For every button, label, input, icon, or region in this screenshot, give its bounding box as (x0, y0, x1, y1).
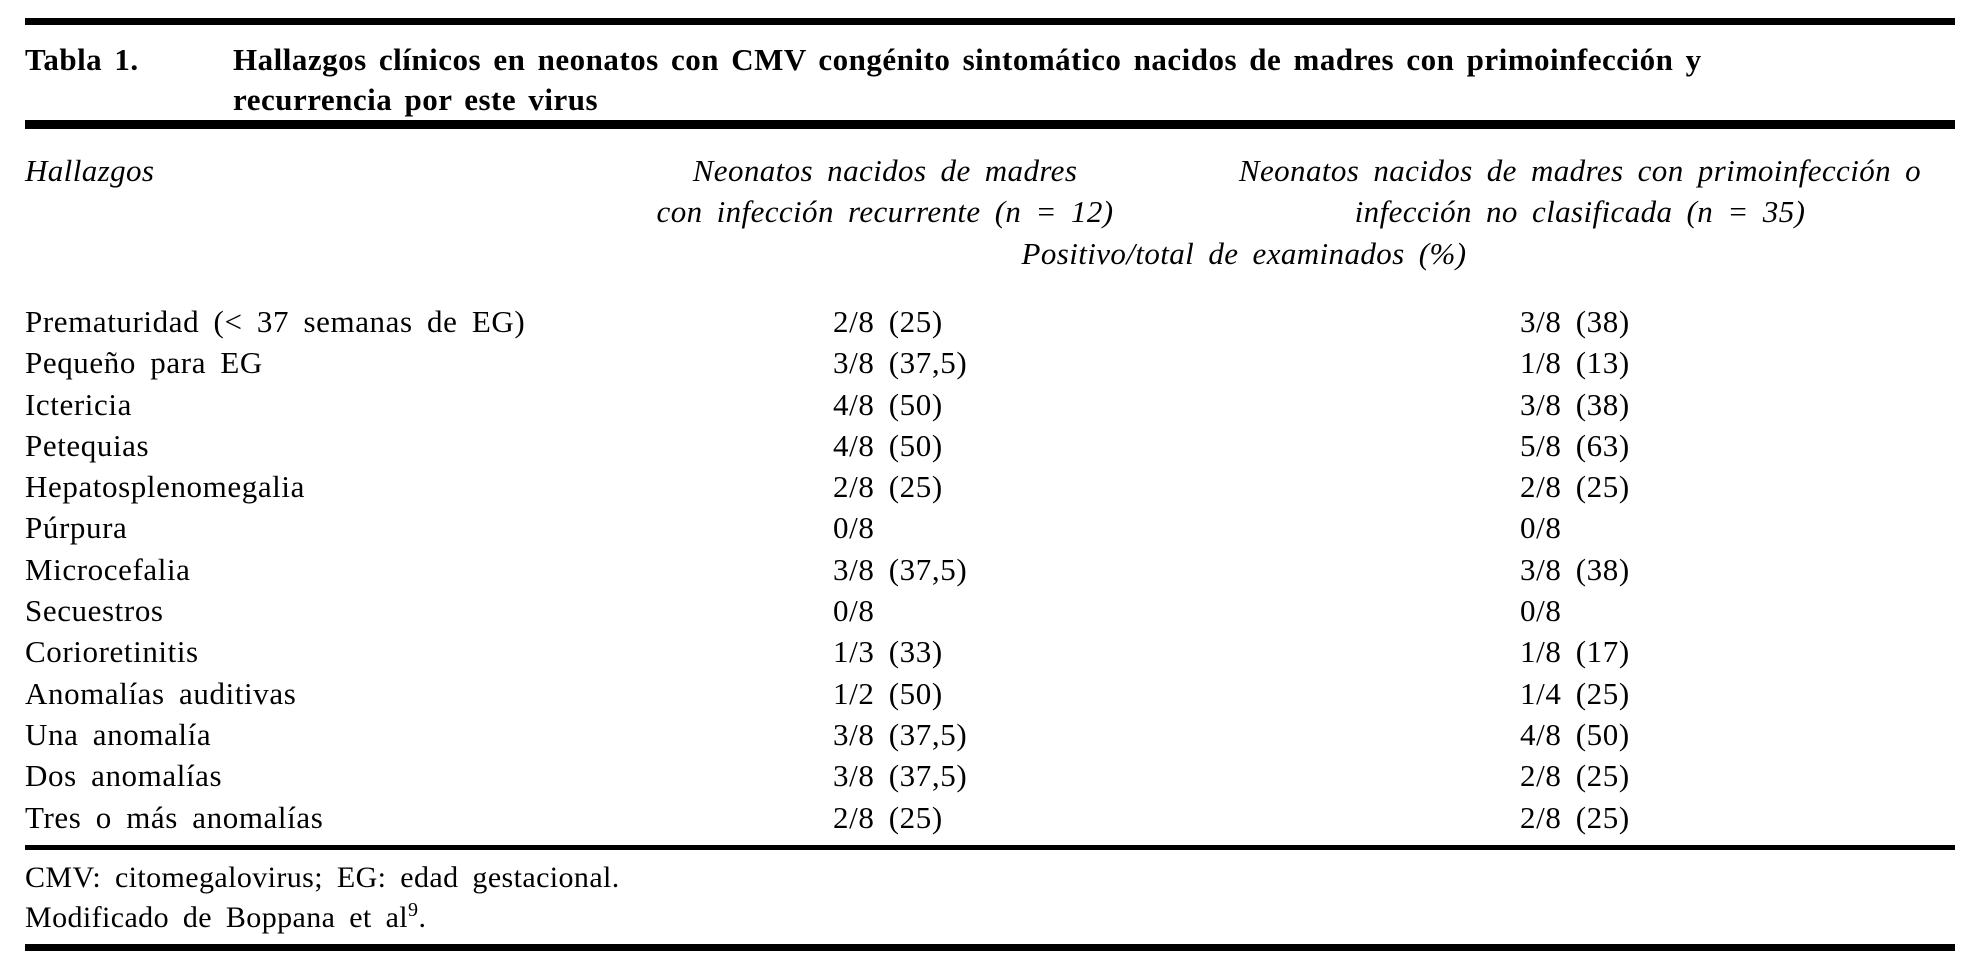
unclassified-value: 1/8 (17) (1520, 634, 1630, 670)
table-row: Una anomalía 3/8 (37,5) 4/8 (50) (25, 714, 1955, 755)
recurrent-value: 1/3 (33) (833, 634, 943, 670)
table-number: Tabla 1. (25, 42, 139, 77)
table-row: Microcefalia 3/8 (37,5) 3/8 (38) (25, 549, 1955, 590)
unclassified-value: 1/4 (25) (1520, 675, 1630, 711)
caption-divider-rule (25, 120, 1955, 129)
finding-label: Ictericia (25, 386, 132, 422)
finding-label: Prematuridad (< 37 semanas de EG) (25, 304, 526, 339)
unclassified-value: 3/8 (38) (1520, 551, 1630, 587)
column-header-recurrent: Neonatos nacidos de madres con infección… (590, 150, 1180, 232)
unclassified-value: 0/8 (1520, 593, 1562, 629)
recurrent-value: 0/8 (833, 593, 875, 629)
recurrent-value: 3/8 (37,5) (833, 716, 968, 752)
column-header-recurrent-line-2: con infección recurrente (n = 12) (656, 194, 1114, 229)
unclassified-value: 2/8 (25) (1520, 799, 1630, 835)
finding-label: Tres o más anomalías (25, 799, 324, 835)
column-header-recurrent-line-1: Neonatos nacidos de madres (692, 153, 1078, 188)
footnote-source: Modificado de Boppana et al9. (25, 899, 427, 935)
recurrent-value: 4/8 (50) (833, 427, 943, 463)
unclassified-value: 2/8 (25) (1520, 758, 1630, 794)
unclassified-value: 2/8 (25) (1520, 469, 1630, 505)
bottom-rule (25, 944, 1955, 951)
table-title: Hallazgos clínicos en neonatos con CMV c… (233, 40, 1702, 120)
recurrent-value: 1/2 (50) (833, 675, 943, 711)
table-row: Pequeño para EG 3/8 (37,5) 1/8 (13) (25, 342, 1955, 383)
recurrent-value: 3/8 (37,5) (833, 345, 968, 381)
table-body: Prematuridad (< 37 semanas de EG) 2/8 (2… (25, 301, 1955, 838)
unclassified-value: 3/8 (38) (1520, 386, 1630, 422)
recurrent-value: 2/8 (25) (833, 304, 943, 339)
column-header-findings: Hallazgos (25, 153, 155, 188)
table-row: Hepatosplenomegalia 2/8 (25) 2/8 (25) (25, 466, 1955, 507)
body-footnote-divider-rule (25, 845, 1955, 850)
finding-label: Dos anomalías (25, 758, 223, 794)
footnote-source-reference-number: 9 (408, 899, 419, 921)
finding-label: Hepatosplenomegalia (25, 469, 305, 505)
unclassified-value: 4/8 (50) (1520, 716, 1630, 752)
table-title-line-1: Hallazgos clínicos en neonatos con CMV c… (233, 42, 1702, 77)
recurrent-value: 2/8 (25) (833, 799, 943, 835)
footnote-source-text: Modificado de Boppana et al (25, 901, 409, 934)
top-rule (25, 18, 1955, 25)
table-row: Petequias 4/8 (50) 5/8 (63) (25, 425, 1955, 466)
table-row: Secuestros 0/8 0/8 (25, 590, 1955, 631)
finding-label: Anomalías auditivas (25, 675, 297, 711)
unclassified-value: 1/8 (13) (1520, 345, 1630, 381)
unclassified-value: 0/8 (1520, 510, 1562, 546)
recurrent-value: 3/8 (37,5) (833, 758, 968, 794)
finding-label: Corioretinitis (25, 634, 199, 670)
table-row: Púrpura 0/8 0/8 (25, 507, 1955, 548)
column-header-unclassified: Neonatos nacidos de madres con primoinfe… (1205, 150, 1955, 232)
table-title-line-2: recurrencia por este virus (233, 82, 599, 117)
table-row: Prematuridad (< 37 semanas de EG) 2/8 (2… (25, 301, 1955, 342)
table-row: Tres o más anomalías 2/8 (25) 2/8 (25) (25, 797, 1955, 838)
unclassified-value: 5/8 (63) (1520, 427, 1630, 463)
table-row: Corioretinitis 1/3 (33) 1/8 (17) (25, 631, 1955, 672)
unclassified-value: 3/8 (38) (1520, 304, 1630, 339)
recurrent-value: 4/8 (50) (833, 386, 943, 422)
footnote-source-suffix: . (418, 901, 427, 934)
subheader-measure: Positivo/total de examinados (%) (1021, 236, 1467, 271)
finding-label: Una anomalía (25, 716, 212, 752)
recurrent-value: 0/8 (833, 510, 875, 546)
finding-label: Microcefalia (25, 551, 191, 587)
finding-label: Petequias (25, 427, 150, 463)
recurrent-value: 3/8 (37,5) (833, 551, 968, 587)
table-caption: Tabla 1. Hallazgos clínicos en neonatos … (25, 40, 1950, 120)
finding-label: Pequeño para EG (25, 345, 263, 381)
table-row: Anomalías auditivas 1/2 (50) 1/4 (25) (25, 673, 1955, 714)
table-row: Dos anomalías 3/8 (37,5) 2/8 (25) (25, 755, 1955, 796)
recurrent-value: 2/8 (25) (833, 469, 943, 505)
column-header-unclassified-line-2: infección no clasificada (n = 35) (1354, 194, 1806, 229)
table-row: Ictericia 4/8 (50) 3/8 (38) (25, 384, 1955, 425)
footnote-abbreviations: CMV: citomegalovirus; EG: edad gestacion… (25, 861, 620, 894)
column-header-unclassified-line-1: Neonatos nacidos de madres con primoinfe… (1238, 153, 1922, 188)
finding-label: Secuestros (25, 593, 164, 629)
finding-label: Púrpura (25, 510, 128, 546)
